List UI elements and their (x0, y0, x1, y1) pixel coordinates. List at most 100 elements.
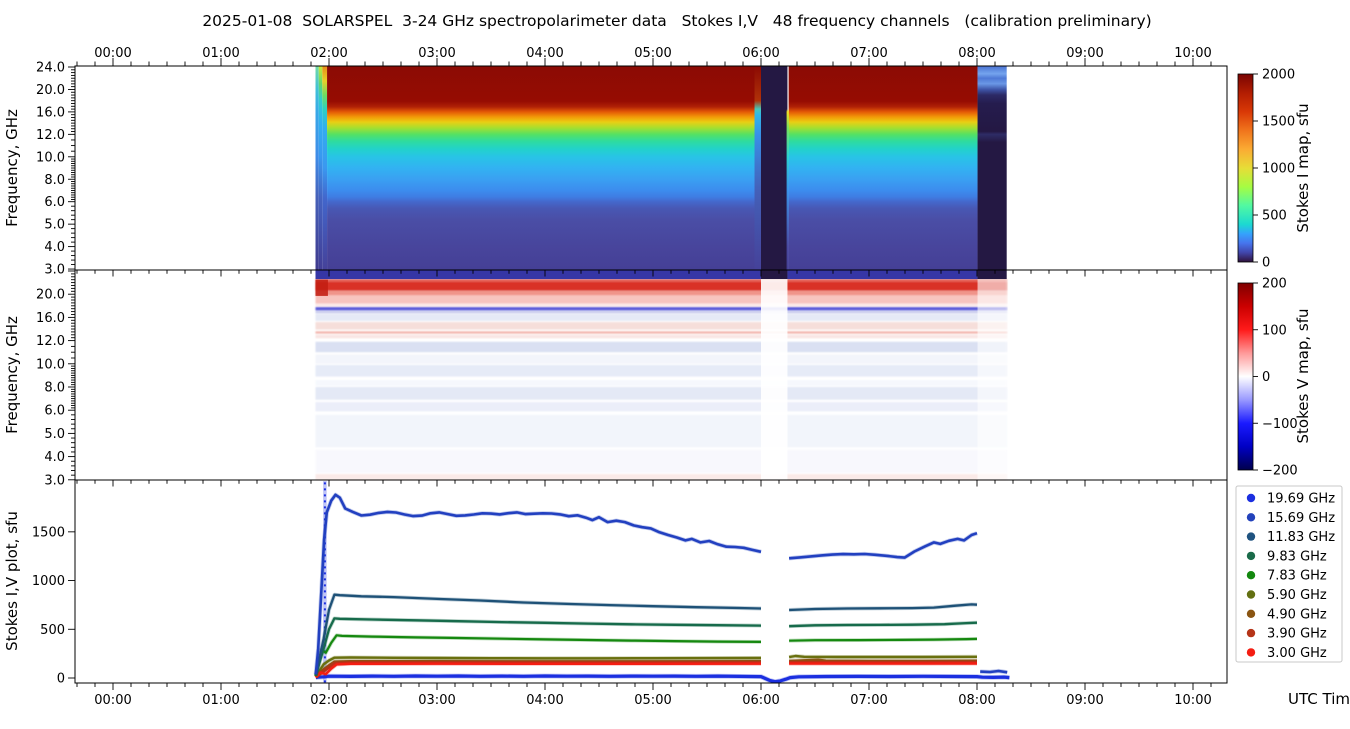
x-tick-label-bottom: 03:00 (418, 693, 455, 708)
x-tick-label-top: 06:00 (742, 46, 779, 61)
colorbar-tick-label: −200 (1262, 464, 1298, 479)
y-tick-label: 6.0 (44, 404, 65, 419)
y-tick-label: 0 (57, 672, 65, 687)
y-tick-label: 8.0 (44, 173, 65, 188)
p2-stripe (316, 282, 1007, 291)
stokes-i-map-panel (75, 66, 1227, 270)
y-tick-label: 500 (40, 623, 65, 638)
legend-label: 19.69 GHz (1267, 492, 1335, 507)
p2-ylabel: Frequency, GHz (3, 316, 21, 434)
colorbar-tick-label: −100 (1262, 417, 1298, 432)
legend-label: 3.00 GHz (1267, 646, 1327, 661)
legend-color-dot (1247, 532, 1255, 540)
colorbar-tick-label: 1500 (1262, 115, 1295, 130)
p3-series (316, 454, 1010, 683)
p2-gap-overlay (761, 279, 787, 480)
y-tick-label: 6.0 (44, 195, 65, 210)
x-tick-label-top: 07:00 (850, 46, 887, 61)
colorbar-tick-label: 100 (1262, 323, 1287, 338)
p1-ylabel: Frequency, GHz (3, 109, 21, 227)
x-tick-label-bottom: 05:00 (634, 693, 671, 708)
legend-label: 15.69 GHz (1267, 511, 1335, 526)
series-line-7.83 GHz (789, 639, 977, 641)
stokes-v-map-panel (75, 270, 1227, 480)
p1-region-gap (761, 66, 787, 270)
series-line-15.69 GHz (789, 533, 977, 558)
y-tick-label: 8.0 (44, 381, 65, 396)
y-tick-label: 5.0 (44, 218, 65, 233)
colorbar-tick-label: 0 (1262, 256, 1270, 271)
legend-label: 7.83 GHz (1267, 569, 1327, 584)
p2-stripe (316, 380, 1007, 386)
p1-region-burst (327, 66, 761, 270)
x-tick-label-top: 10:00 (1174, 46, 1211, 61)
p2-stripe (316, 303, 1007, 306)
y-tick-label: 10.0 (36, 150, 65, 165)
colorbar-tick-label: 1000 (1262, 162, 1295, 177)
y-tick-label: 5.0 (44, 427, 65, 442)
x-tick-label-bottom: 02:00 (310, 693, 347, 708)
p2-stripe (316, 415, 1007, 447)
y-tick-label: 12.0 (36, 334, 65, 349)
colorbar-tick-label: 0 (1262, 370, 1270, 385)
stokes-iv-line-panel (316, 454, 1010, 683)
p2-stripe (316, 279, 1007, 282)
y-tick-label: 10.0 (36, 357, 65, 372)
utc-time-label: UTC Time (1288, 690, 1350, 708)
legend-color-dot (1247, 610, 1255, 618)
legend-color-dot (1247, 590, 1255, 598)
legend-color-dot (1247, 571, 1255, 579)
p2-stripe (316, 322, 1007, 330)
p2-stripe (316, 402, 1007, 411)
y-tick-label: 16.0 (36, 105, 65, 120)
x-tick-label-top: 01:00 (202, 46, 239, 61)
p2-gap-overlay (978, 279, 1007, 480)
colorbar-cbI (1238, 74, 1253, 262)
x-tick-label-bottom: 01:00 (202, 693, 239, 708)
x-tick-label-top: 03:00 (418, 46, 455, 61)
y-tick-label: 4.0 (44, 450, 65, 465)
legend-color-dot (1247, 494, 1255, 502)
series-line-9.83 GHz (316, 618, 761, 675)
x-tick-label-top: 09:00 (1066, 46, 1103, 61)
colorbar-cbV (1238, 283, 1253, 470)
x-tick-label-bottom: 04:00 (526, 693, 563, 708)
y-tick-label: 1500 (32, 525, 65, 540)
y-tick-label: 1000 (32, 574, 65, 589)
legend-color-dot (1247, 648, 1255, 656)
legend-label: 5.90 GHz (1267, 588, 1327, 603)
legend-color-dot (1247, 552, 1255, 560)
p2-top-band (761, 270, 787, 279)
x-tick-label-top: 02:00 (310, 46, 347, 61)
p2-onset-blob (316, 280, 328, 296)
p2-stripe (316, 331, 1007, 333)
x-tick-label-bottom: 07:00 (850, 693, 887, 708)
p3-ylabel: Stokes I,V plot, sfu (3, 511, 21, 651)
colorbar-i-label: Stokes I map, sfu (1294, 103, 1312, 232)
y-tick-label: 3.0 (44, 263, 65, 278)
colorbar-tick-label: 500 (1262, 209, 1287, 224)
p2-stripe (316, 311, 1007, 313)
p2-stripe (316, 355, 1007, 364)
x-tick-label-bottom: 09:00 (1066, 693, 1103, 708)
y-tick-label: 12.0 (36, 128, 65, 143)
p2-stripe (316, 335, 1007, 338)
p1-region-post (978, 66, 1007, 270)
x-tick-label-top: 08:00 (958, 46, 995, 61)
series-line-5.90 GHz (789, 656, 977, 657)
x-tick-label-top: 05:00 (634, 46, 671, 61)
series-line-7.83 GHz (316, 635, 761, 676)
colorbar-v-label: Stokes V map, sfu (1294, 308, 1312, 443)
p1-region-resume (787, 66, 789, 270)
p2-stripe (316, 291, 1007, 296)
y-tick-label: 4.0 (44, 240, 65, 255)
x-tick-label-bottom: 08:00 (958, 693, 995, 708)
legend-label: 3.90 GHz (1267, 627, 1327, 642)
legend-label: 11.83 GHz (1267, 530, 1335, 545)
x-tick-label-top: 04:00 (526, 46, 563, 61)
colorbar-tick-label: 200 (1262, 277, 1287, 292)
p1-region-onset3 (322, 66, 327, 270)
